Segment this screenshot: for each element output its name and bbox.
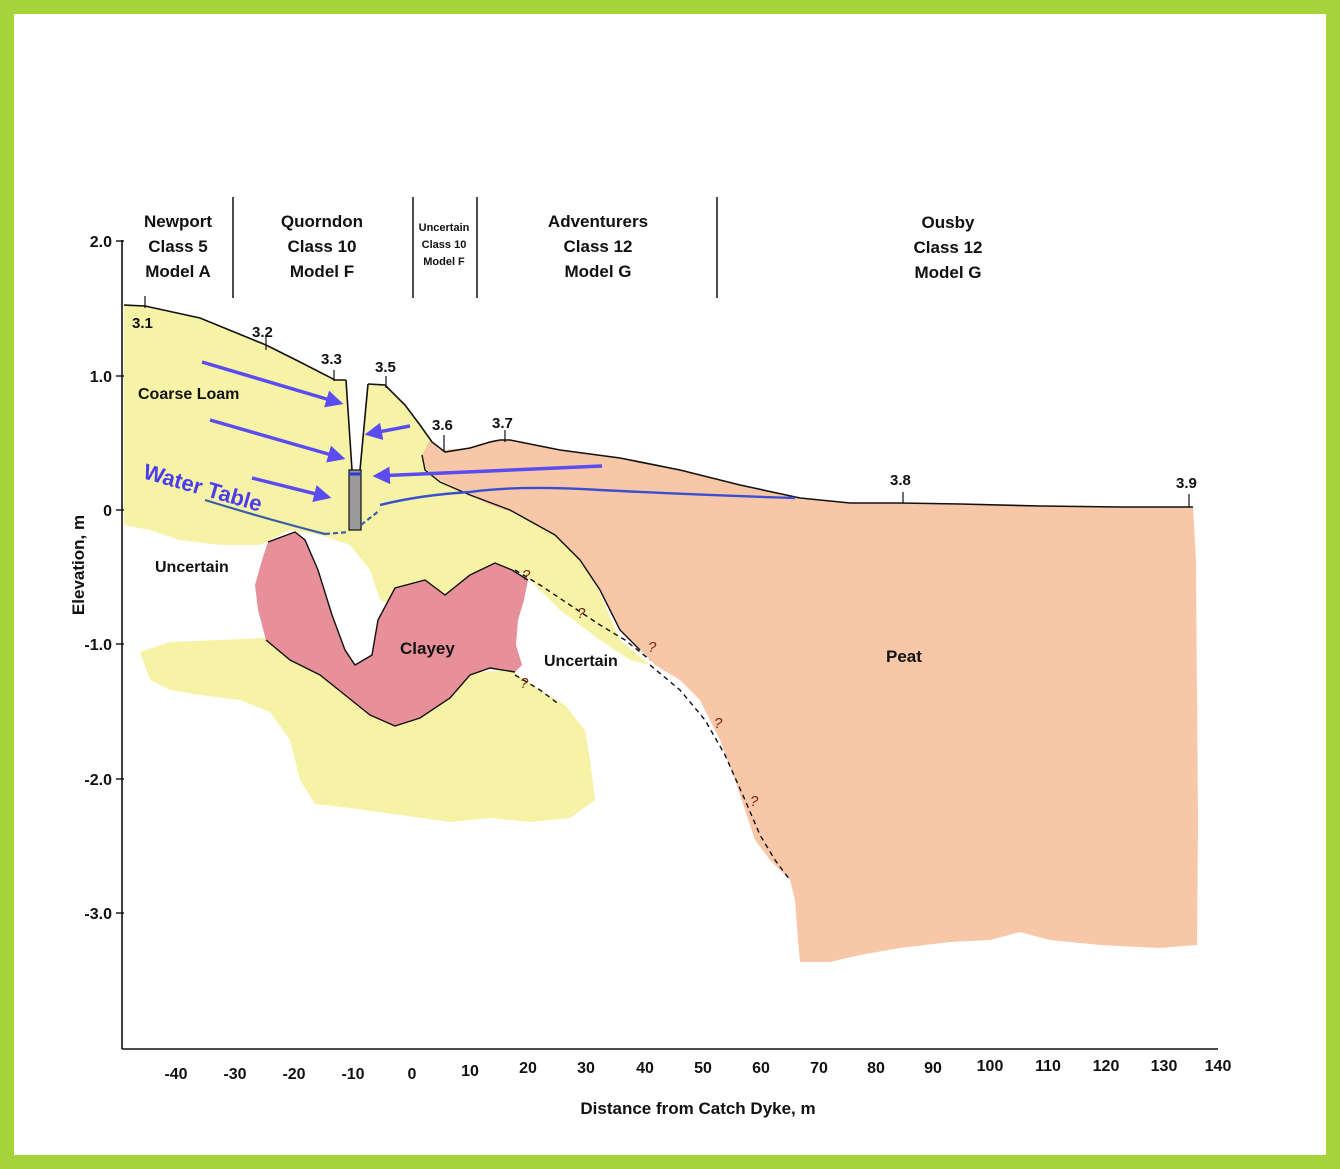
station-3-8: 3.8: [890, 472, 911, 503]
y-tick-label: -2.0: [84, 772, 112, 789]
x-tick-label: -10: [341, 1066, 364, 1083]
unit-newport-model: Model A: [145, 262, 210, 281]
x-tick-label: 70: [810, 1060, 828, 1077]
x-tick-labels: -40 -30 -20 -10 0 10 20 30 40 50 60 70 8…: [164, 1058, 1231, 1083]
station-3-6: 3.6: [432, 417, 453, 452]
station-label: 3.7: [492, 415, 513, 432]
unit-adventurers-name: Adventurers: [548, 212, 648, 231]
unit-ousby-model: Model G: [914, 263, 981, 282]
label-coarse-loam: Coarse Loam: [138, 386, 239, 403]
ground-surface-line-2: [367, 383, 1193, 508]
flow-arrow-1: [201, 360, 344, 408]
unit-newport-class: Class 5: [148, 237, 208, 256]
y-tick-label: -3.0: [84, 906, 112, 923]
peat-region: [422, 440, 1198, 962]
x-tick-label: 130: [1151, 1058, 1178, 1075]
question-mark: ?: [714, 715, 723, 732]
x-tick-label: 60: [752, 1060, 770, 1077]
station-3-3: 3.3: [321, 351, 342, 381]
x-tick-label: 30: [577, 1060, 595, 1077]
station-3-2: 3.2: [252, 324, 273, 350]
label-uncertain-left: Uncertain: [155, 559, 229, 576]
water-table-line: [204, 498, 326, 536]
x-tick-label: 20: [519, 1060, 537, 1077]
catch-dyke-well: [348, 469, 362, 531]
unit-ousby-class: Class 12: [914, 238, 983, 257]
clay-upper-boundary: [267, 531, 529, 666]
unit-header-ousby: Ousby Class 12 Model G: [914, 213, 983, 282]
station-3-7: 3.7: [492, 415, 513, 442]
unit-header-quorndon: Quorndon Class 10 Model F: [281, 212, 363, 281]
x-tick-label: 40: [636, 1060, 654, 1077]
flow-arrow-5: [372, 464, 603, 485]
uncertain-boundary-dashed-1: [514, 569, 651, 661]
dyke-trench: [345, 379, 353, 471]
y-tick-label: 0: [103, 503, 112, 520]
unit-header-adventurers: Adventurers Class 12 Model G: [548, 212, 648, 281]
y-ticks: [116, 240, 124, 914]
unit-adventurers-model: Model G: [564, 262, 631, 281]
peat-lower-boundary-dashed: [649, 664, 791, 881]
label-clayey: Clayey: [400, 639, 455, 658]
coarse-loam-upper-region: [124, 305, 650, 665]
clay-lower-boundary: [265, 639, 516, 727]
y-axis-label: Elevation, m: [69, 515, 88, 615]
station-label: 3.6: [432, 417, 453, 434]
x-tick-label: 100: [977, 1058, 1004, 1075]
question-mark: ?: [577, 605, 586, 622]
water-table-line-east: [379, 486, 796, 507]
peat-loam-boundary: [421, 454, 641, 651]
y-tick-label: -1.0: [84, 637, 112, 654]
x-tick-label: -30: [223, 1066, 246, 1083]
question-mark: ?: [522, 567, 531, 584]
station-label: 3.5: [375, 359, 396, 376]
y-tick-label: 1.0: [90, 369, 112, 386]
station-label: 3.1: [132, 315, 153, 332]
unit-uncertain-model: Model F: [423, 256, 465, 268]
label-uncertain-mid: Uncertain: [544, 653, 618, 670]
label-peat: Peat: [886, 647, 922, 666]
unit-quorndon-model: Model F: [290, 262, 354, 281]
y-tick-label: 2.0: [90, 234, 112, 251]
flow-arrow-4: [364, 422, 411, 440]
dyke-trench-right: [359, 383, 369, 471]
coarse-loam-deep-region: [140, 638, 595, 822]
x-tick-label: 140: [1205, 1058, 1232, 1075]
station-label: 3.3: [321, 351, 342, 368]
x-axis-label: Distance from Catch Dyke, m: [580, 1099, 815, 1118]
x-tick-label: 10: [461, 1063, 479, 1080]
unit-quorndon-class: Class 10: [288, 237, 357, 256]
unit-uncertain-class: Class 10: [422, 239, 467, 251]
x-tick-label: 50: [694, 1060, 712, 1077]
station-label: 3.2: [252, 324, 273, 341]
x-tick-label: -40: [164, 1066, 187, 1083]
unit-uncertain-name: Uncertain: [419, 222, 470, 234]
uncertain-boundary-dashed-2: [514, 674, 561, 706]
x-tick-label: 90: [924, 1060, 942, 1077]
x-tick-label: 0: [408, 1066, 417, 1083]
unit-adventurers-class: Class 12: [564, 237, 633, 256]
unit-header-uncertain: Uncertain Class 10 Model F: [419, 222, 470, 268]
station-3-5: 3.5: [375, 359, 396, 388]
x-tick-label: 80: [867, 1060, 885, 1077]
station-label: 3.9: [1176, 475, 1197, 492]
question-mark: ?: [750, 793, 759, 810]
x-tick-label: -20: [282, 1066, 305, 1083]
station-label: 3.8: [890, 472, 911, 489]
unit-header-newport: Newport Class 5 Model A: [144, 212, 212, 281]
station-3-9: 3.9: [1176, 475, 1197, 507]
water-table-line-dashed: [324, 530, 350, 536]
station-3-1: 3.1: [132, 296, 153, 332]
unit-ousby-name: Ousby: [922, 213, 975, 232]
flow-arrow-3: [251, 476, 332, 503]
x-tick-label: 110: [1035, 1058, 1061, 1075]
water-table-line-dashed-2: [360, 509, 381, 526]
question-mark: ?: [648, 639, 657, 656]
question-mark: ?: [520, 675, 529, 692]
unit-newport-name: Newport: [144, 212, 212, 231]
unit-quorndon-name: Quorndon: [281, 212, 363, 231]
x-tick-label: 120: [1093, 1058, 1120, 1075]
flow-arrow-2: [209, 418, 346, 463]
